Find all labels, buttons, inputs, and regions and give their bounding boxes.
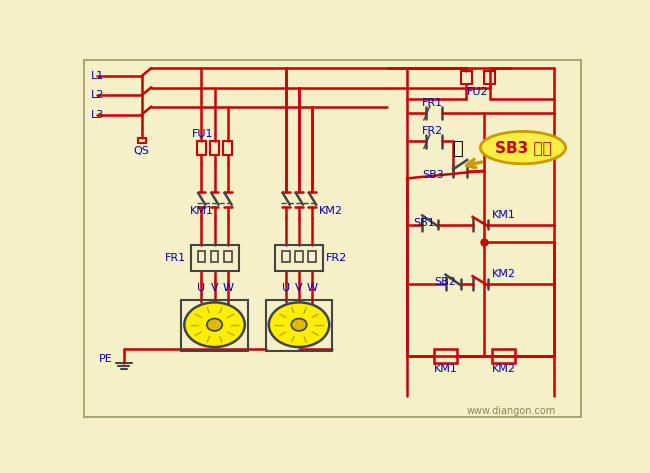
Bar	[224, 251, 231, 262]
Ellipse shape	[480, 131, 566, 164]
Bar	[434, 350, 457, 363]
Text: SB2: SB2	[434, 277, 456, 288]
Text: L2: L2	[90, 90, 104, 100]
Bar	[282, 251, 290, 262]
Bar	[461, 70, 472, 85]
Text: SB3: SB3	[422, 169, 444, 180]
Bar	[295, 251, 303, 262]
Bar	[275, 245, 323, 271]
Ellipse shape	[291, 318, 307, 331]
Text: U: U	[282, 283, 290, 293]
Text: FR1: FR1	[164, 253, 186, 263]
Text: FU1: FU1	[192, 129, 214, 139]
Text: FR1: FR1	[422, 98, 443, 108]
Bar	[492, 350, 515, 363]
Text: KM2: KM2	[491, 364, 515, 375]
Text: PE: PE	[99, 354, 112, 364]
Text: KM1: KM1	[434, 364, 458, 375]
Bar	[211, 251, 218, 262]
Bar	[181, 300, 248, 351]
Ellipse shape	[269, 302, 330, 347]
Bar	[198, 251, 205, 262]
Text: SB3 断开: SB3 断开	[495, 140, 551, 155]
Bar	[308, 251, 316, 262]
Bar	[138, 138, 146, 143]
Text: KM1: KM1	[190, 206, 214, 216]
Text: KM1: KM1	[492, 210, 516, 219]
Bar	[190, 245, 239, 271]
Text: FR2: FR2	[422, 126, 443, 136]
Text: L1: L1	[90, 71, 104, 81]
Bar	[223, 141, 233, 155]
Text: KM2: KM2	[492, 269, 516, 279]
Text: KM2: KM2	[318, 206, 343, 216]
Text: W: W	[307, 283, 318, 293]
Text: V: V	[295, 283, 303, 293]
Text: QS: QS	[134, 146, 150, 156]
Bar	[197, 141, 206, 155]
Text: FU2: FU2	[467, 87, 489, 97]
Bar	[210, 141, 219, 155]
Bar	[484, 70, 495, 85]
Text: V: V	[211, 283, 218, 293]
Text: SB1: SB1	[413, 218, 435, 228]
Text: U: U	[198, 283, 205, 293]
Text: www.diangon.com: www.diangon.com	[467, 406, 556, 416]
Text: L3: L3	[90, 110, 104, 120]
Text: W: W	[222, 283, 233, 293]
Bar	[266, 300, 332, 351]
Text: FR2: FR2	[326, 253, 347, 263]
Text: 🐓: 🐓	[452, 140, 463, 158]
Ellipse shape	[207, 318, 222, 331]
Ellipse shape	[185, 302, 245, 347]
